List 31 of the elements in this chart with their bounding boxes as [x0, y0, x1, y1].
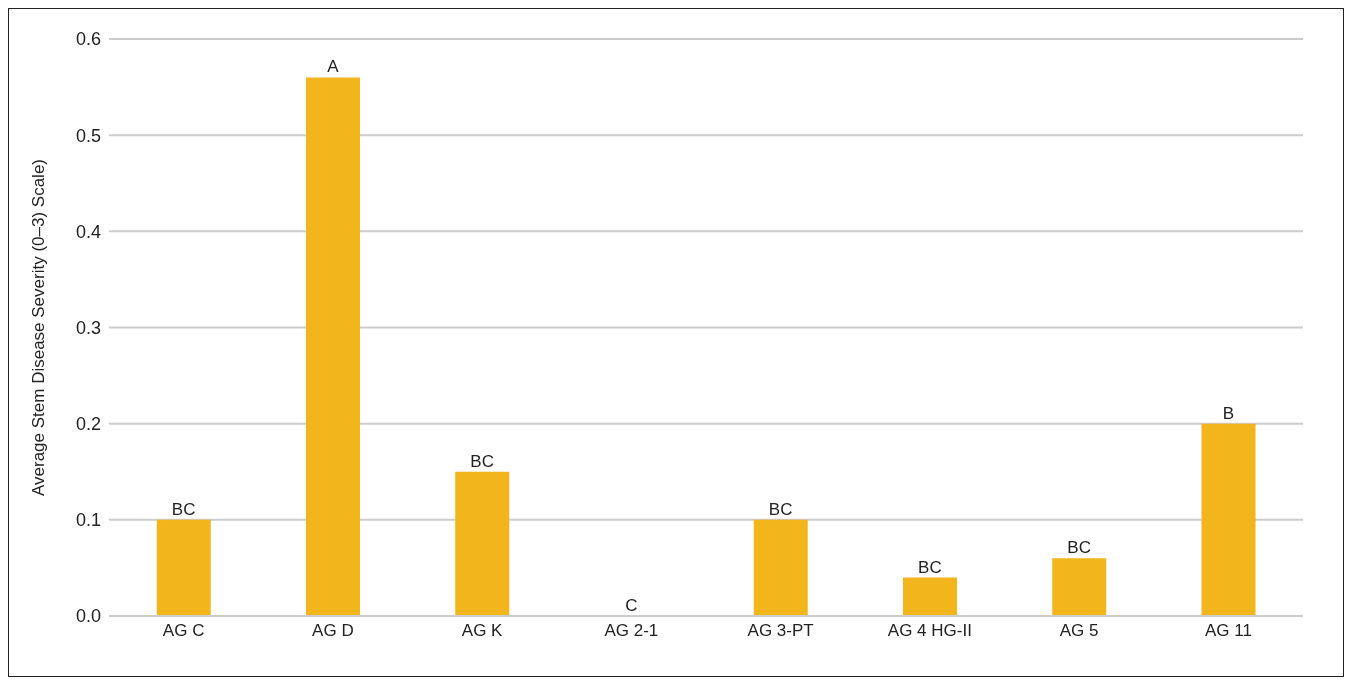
y-tick-label: 0.2 — [75, 414, 101, 435]
annotation: BC — [470, 451, 494, 471]
x-tick-label: AG C — [162, 621, 205, 641]
bar — [306, 77, 361, 616]
x-tick-label: AG 2-1 — [604, 621, 659, 641]
y-tick-label: 0.6 — [75, 29, 101, 50]
annotation: BC — [768, 499, 793, 519]
x-tick-label: AG 5 — [1059, 621, 1099, 641]
x-tick-label: AG K — [461, 621, 504, 641]
x-tick-label: AG D — [312, 621, 354, 641]
x-tick-label: AG 3-PT — [747, 621, 814, 641]
y-tick-label: 0.1 — [75, 510, 101, 531]
x-tick-label: AG 11 — [1204, 621, 1252, 641]
bar — [156, 519, 211, 616]
annotation: BC — [918, 557, 942, 577]
bar — [1201, 423, 1256, 616]
bar — [903, 577, 958, 616]
y-tick-label: 0.4 — [75, 221, 101, 242]
bar — [455, 471, 510, 616]
y-tick-label: 0.0 — [75, 606, 101, 627]
bar — [753, 519, 808, 616]
annotation: BC — [171, 499, 196, 519]
bar — [1052, 558, 1107, 616]
y-tick-label: 0.5 — [75, 125, 101, 146]
annotation: B — [1222, 403, 1235, 423]
y-axis-title: Average Stem Disease Severity (0–3) Scale) — [29, 158, 49, 497]
annotation: C — [625, 596, 638, 615]
y-tick-label: 0.3 — [75, 317, 101, 338]
annotation: BC — [1067, 538, 1091, 558]
x-tick-label: AG 4 HG-II — [887, 621, 972, 641]
annotation: A — [327, 57, 340, 77]
